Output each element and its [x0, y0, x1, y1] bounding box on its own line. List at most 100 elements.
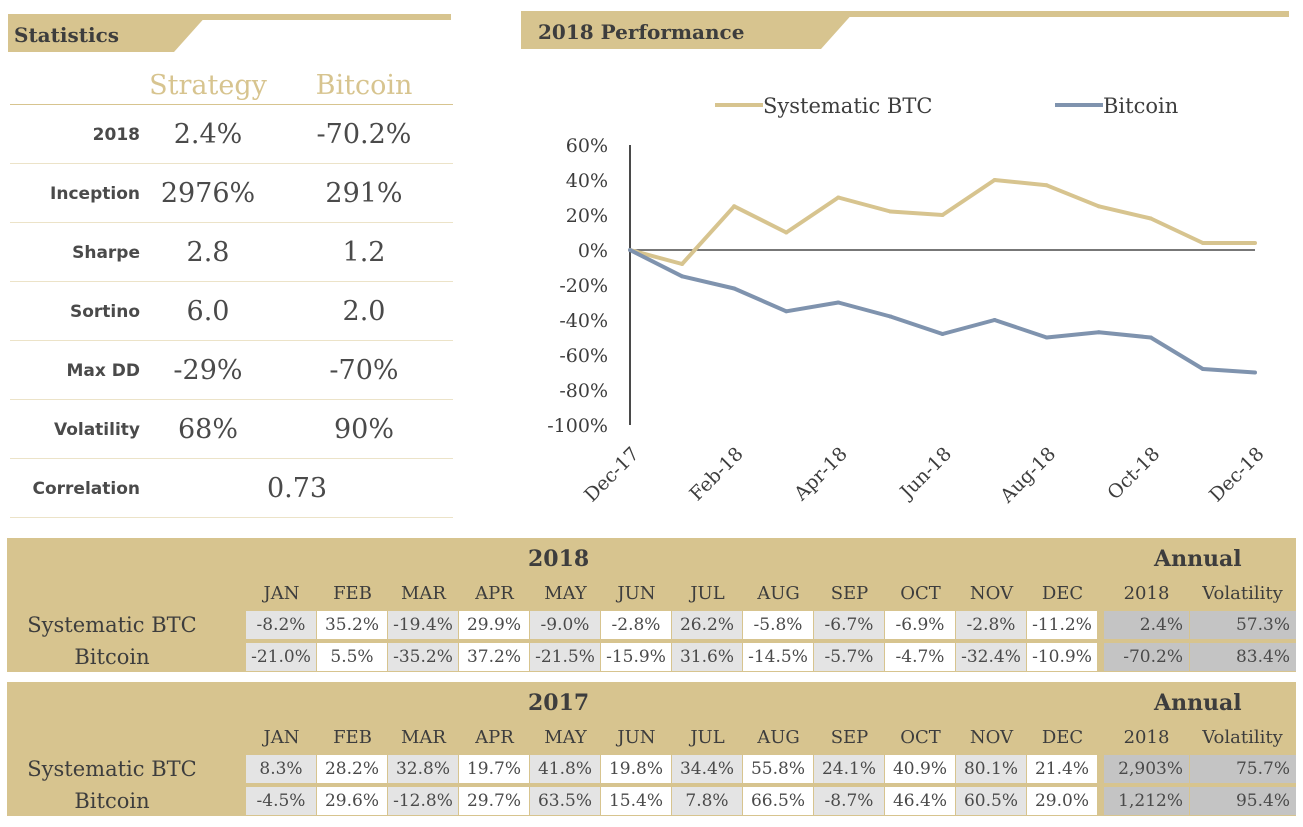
month-header: NOV — [969, 727, 1014, 748]
statistics-table-header: Strategy Bitcoin — [10, 70, 453, 105]
stat-bitcoin-value: 1.2 — [342, 237, 386, 268]
stat-row: 2018 2.4% -70.2% — [10, 105, 453, 164]
stat-label: Inception — [50, 184, 140, 204]
month-value-cell: -8.2% — [246, 611, 316, 639]
statistics-rows: 2018 2.4% -70.2% Inception 2976% 291% Sharpe 2.… — [10, 105, 453, 459]
x-tick-label: Jun-18 — [895, 443, 956, 504]
row-label: Systematic BTC — [27, 613, 197, 637]
stat-strategy-value: 2.8 — [186, 237, 230, 268]
x-tick-label: Dec-17 — [580, 443, 643, 506]
month-value-cell: -12.8% — [388, 787, 458, 815]
month-value-cell: 21.4% — [1027, 755, 1097, 783]
legend-label: Bitcoin — [1103, 94, 1178, 118]
series-point — [992, 178, 997, 182]
stat-bitcoin-value: -70% — [329, 355, 399, 386]
col-bitcoin-header: Bitcoin — [315, 70, 413, 101]
correlation-value: 0.73 — [266, 473, 328, 504]
month-header: SEP — [830, 727, 869, 748]
series-line-bitcoin — [629, 248, 1256, 375]
y-tick-label: 60% — [566, 135, 608, 157]
month-value-cell: 63.5% — [530, 787, 600, 815]
performance-chart: 60% 40% 20% 0% -20% -40% -60% -80% -100% Dec-17 Fe… — [547, 94, 1268, 508]
series-point — [940, 332, 945, 336]
month-value-cell: -5.7% — [814, 643, 884, 671]
month-header: MAR — [401, 583, 446, 604]
performance-header-line — [521, 11, 1289, 17]
month-value-cell: 80.1% — [956, 755, 1026, 783]
series-point — [1096, 330, 1101, 335]
month-header: DEC — [1041, 583, 1084, 604]
table-annual-label: Annual — [1154, 690, 1242, 716]
month-header: SEP — [830, 583, 869, 604]
month-value-cell: 55.8% — [743, 755, 813, 783]
month-header: APR — [475, 583, 514, 604]
month-value-cell: -15.9% — [601, 643, 671, 671]
stat-bitcoin-value: -70.2% — [316, 119, 412, 150]
annual-return-cell: 1,212% — [1104, 787, 1189, 815]
month-value-cell: 31.6% — [672, 643, 742, 671]
month-header: JUN — [617, 583, 656, 604]
month-value-cell: 29.6% — [317, 787, 387, 815]
y-tick-label: -20% — [559, 275, 608, 297]
month-header: JUN — [617, 727, 656, 748]
x-tick-label: Aug-18 — [995, 443, 1060, 508]
month-value-cell: 29.0% — [1027, 787, 1097, 815]
month-value-cell: 34.4% — [672, 755, 742, 783]
month-value-cell: -11.2% — [1027, 611, 1097, 639]
stat-row: Max DD -29% -70% — [10, 341, 453, 400]
stat-label: Max DD — [66, 361, 141, 381]
series-point — [784, 309, 789, 314]
performance-header-slab — [521, 11, 855, 49]
month-value-cell: -10.9% — [1027, 643, 1097, 671]
row-label: Bitcoin — [74, 789, 150, 813]
annual-volatility-cell: 95.4% — [1190, 787, 1296, 815]
month-header: MAR — [401, 727, 446, 748]
month-value-cell: 29.7% — [459, 787, 529, 815]
x-tick-label: Apr-18 — [789, 443, 852, 506]
row-label: Bitcoin — [74, 645, 150, 669]
month-header: OCT — [900, 727, 941, 748]
performance-title: 2018 Performance — [538, 20, 745, 44]
stat-strategy-value: -29% — [173, 355, 243, 386]
stat-label: Sharpe — [72, 243, 140, 263]
y-tick-label: 40% — [566, 170, 608, 192]
month-value-cell: 26.2% — [672, 611, 742, 639]
series-point — [784, 230, 789, 235]
month-value-cell: 19.7% — [459, 755, 529, 783]
series-point — [836, 300, 841, 305]
month-header: FEB — [333, 583, 372, 604]
month-value-cell: -6.7% — [814, 611, 884, 639]
month-value-cell: 28.2% — [317, 755, 387, 783]
month-value-cell: 41.8% — [530, 755, 600, 783]
col-strategy-header: Strategy — [149, 70, 267, 101]
series-point — [1253, 370, 1257, 375]
series-point — [680, 274, 685, 279]
statistics-table: Strategy Bitcoin 2018 2.4% -70.2% Inception… — [10, 70, 453, 518]
month-value-cell: -8.7% — [814, 787, 884, 815]
statistics-title: Statistics — [14, 23, 120, 47]
y-tick-label: -80% — [559, 380, 608, 402]
stat-bitcoin-value: 291% — [325, 178, 403, 209]
stat-row: Volatility 68% 90% — [10, 400, 453, 459]
stat-strategy-value: 6.0 — [186, 296, 230, 327]
stat-row: Sharpe 2.8 1.2 — [10, 223, 453, 282]
month-value-cell: 60.5% — [956, 787, 1026, 815]
series-point — [732, 204, 737, 209]
series-point — [1148, 335, 1153, 340]
month-value-cell: -14.5% — [743, 643, 813, 671]
x-tick-label: Feb-18 — [685, 443, 747, 505]
series-point — [1200, 367, 1205, 371]
month-value-cell: 40.9% — [885, 755, 955, 783]
month-value-cell: -35.2% — [388, 643, 458, 671]
statistics-header-line — [8, 14, 451, 20]
annual-volatility-cell: 83.4% — [1190, 643, 1296, 671]
month-value-cell: -21.5% — [530, 643, 600, 671]
y-tick-label: 0% — [578, 240, 608, 262]
statistics-header: Statistics — [8, 14, 451, 52]
row-label: Systematic BTC — [27, 757, 197, 781]
statistics-header-slab — [8, 14, 208, 52]
stat-bitcoin-value: 2.0 — [342, 296, 386, 327]
month-header: MAY — [544, 583, 587, 604]
month-value-cell: 37.2% — [459, 643, 529, 671]
volatility-header: Volatility — [1202, 727, 1283, 748]
